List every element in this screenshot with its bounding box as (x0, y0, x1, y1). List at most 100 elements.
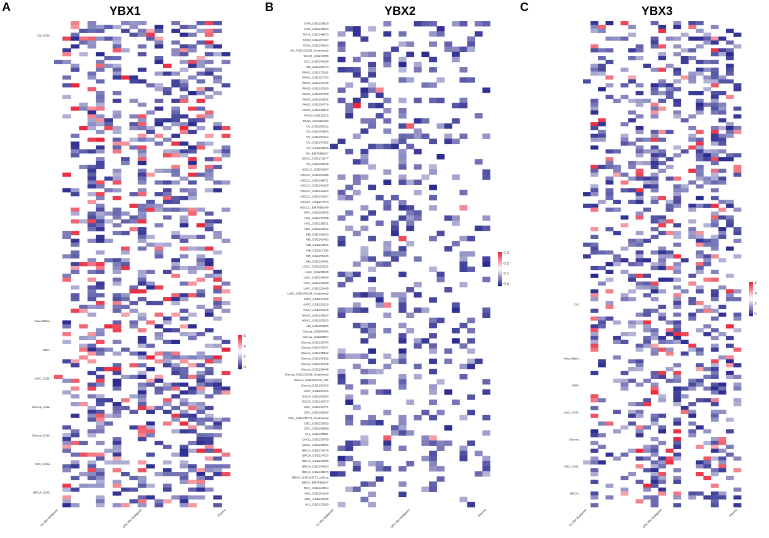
heatmap-cell (628, 413, 636, 418)
row-label: OS_GSE152048 (306, 162, 329, 166)
heatmap-cell (345, 271, 354, 278)
heatmap-cell (62, 339, 72, 345)
heatmap-cell (429, 466, 437, 472)
legend-swatch (749, 299, 753, 301)
heatmap-cell (375, 292, 384, 298)
heatmap-cell (459, 450, 468, 457)
heatmap-cell (718, 464, 727, 469)
heatmap-cell (710, 293, 719, 298)
heatmap-cell (710, 374, 719, 379)
heatmap-cell (413, 148, 422, 155)
heatmap-cell (204, 273, 214, 278)
heatmap-cell (221, 417, 231, 422)
heatmap-cell (188, 44, 197, 49)
heatmap-cell (337, 445, 346, 452)
heatmap-cell (179, 472, 189, 477)
heatmap-cell (673, 67, 682, 72)
heatmap-cell (658, 425, 667, 430)
row-label: CRC_GSE166555 (304, 411, 329, 415)
heatmap-cell (54, 59, 63, 65)
heatmap-cell (112, 300, 122, 306)
heatmap-cell (70, 63, 80, 68)
heatmap-cell (695, 367, 704, 372)
heatmap-cell (650, 452, 659, 457)
heatmap-cell (482, 169, 491, 175)
heatmap-cell (398, 430, 407, 436)
heatmap-cell (725, 63, 734, 68)
heatmap-cell (703, 367, 712, 372)
heatmap-cell (146, 464, 155, 469)
heatmap-cell (154, 59, 164, 65)
heatmap-cell (620, 425, 629, 430)
heatmap-cell (137, 425, 147, 430)
heatmap-cell (598, 320, 606, 325)
heatmap-cell (650, 157, 659, 162)
heatmap-cell (121, 398, 130, 403)
heatmap-cell (673, 36, 682, 41)
heatmap-cell (213, 297, 222, 302)
heatmap-cell (643, 335, 652, 341)
heatmap-cell (718, 75, 727, 80)
heatmap-cell (188, 386, 197, 391)
heatmap-cell (179, 308, 189, 313)
heatmap-cell (429, 67, 437, 73)
heatmap-cell (179, 452, 189, 457)
heatmap-cell (703, 87, 712, 92)
heatmap-cell (482, 414, 491, 421)
heatmap-cell (95, 409, 105, 414)
heatmap-cell (733, 456, 742, 461)
heatmap-cell (112, 483, 122, 488)
legend-swatch (498, 274, 502, 276)
heatmap-cell (196, 265, 206, 271)
heatmap-cell (421, 82, 430, 88)
heatmap-cell (598, 28, 606, 33)
heatmap-cell (196, 40, 206, 45)
heatmap-cell (188, 429, 197, 434)
heatmap-cell (673, 21, 682, 26)
heatmap-cell (87, 304, 97, 310)
heatmap-cell (204, 94, 214, 100)
legend-swatch (238, 350, 242, 353)
heatmap-cell (137, 437, 147, 442)
heatmap-cell (383, 327, 392, 334)
heatmap-cell (137, 118, 147, 123)
heatmap-cell (360, 420, 369, 426)
heatmap-cell (171, 293, 181, 298)
heatmap-cell (658, 254, 667, 259)
heatmap-cell (673, 475, 682, 481)
heatmap-cell (459, 373, 468, 380)
heatmap-cell (171, 328, 181, 333)
heatmap-cell (337, 138, 346, 145)
heatmap-cell (718, 437, 727, 442)
heatmap-cell (188, 129, 197, 135)
heatmap-cell (129, 487, 139, 492)
heatmap-cell (590, 192, 599, 197)
heatmap-cell (590, 472, 599, 477)
heatmap-cell (337, 67, 346, 73)
heatmap-cell (221, 238, 231, 243)
heatmap-cell (112, 452, 122, 457)
heatmap-cell (112, 437, 122, 442)
heatmap-cell (154, 180, 164, 185)
heatmap-cell (375, 389, 384, 395)
heatmap-cell (221, 347, 231, 352)
heatmap-cell (733, 238, 742, 243)
heatmap-cell (673, 297, 682, 302)
heatmap-cell (87, 460, 97, 465)
heatmap-cell (179, 316, 189, 321)
heatmap-cell (590, 308, 599, 313)
heatmap-cell (390, 143, 399, 150)
heatmap-cell (710, 367, 719, 372)
heatmap-cell (337, 373, 346, 380)
heatmap-cell (658, 440, 667, 446)
heatmap-cell (459, 97, 468, 104)
heatmap-cell (137, 339, 147, 345)
heatmap-cell (95, 98, 105, 103)
heatmap-cell (70, 503, 80, 508)
row-label: PRAD_GSE157703 (302, 76, 329, 80)
heatmap-cell (703, 495, 712, 500)
heatmap-cell (171, 386, 181, 391)
heatmap-cell (650, 250, 659, 255)
heatmap-cell (95, 219, 105, 224)
legend-swatch (498, 262, 502, 265)
